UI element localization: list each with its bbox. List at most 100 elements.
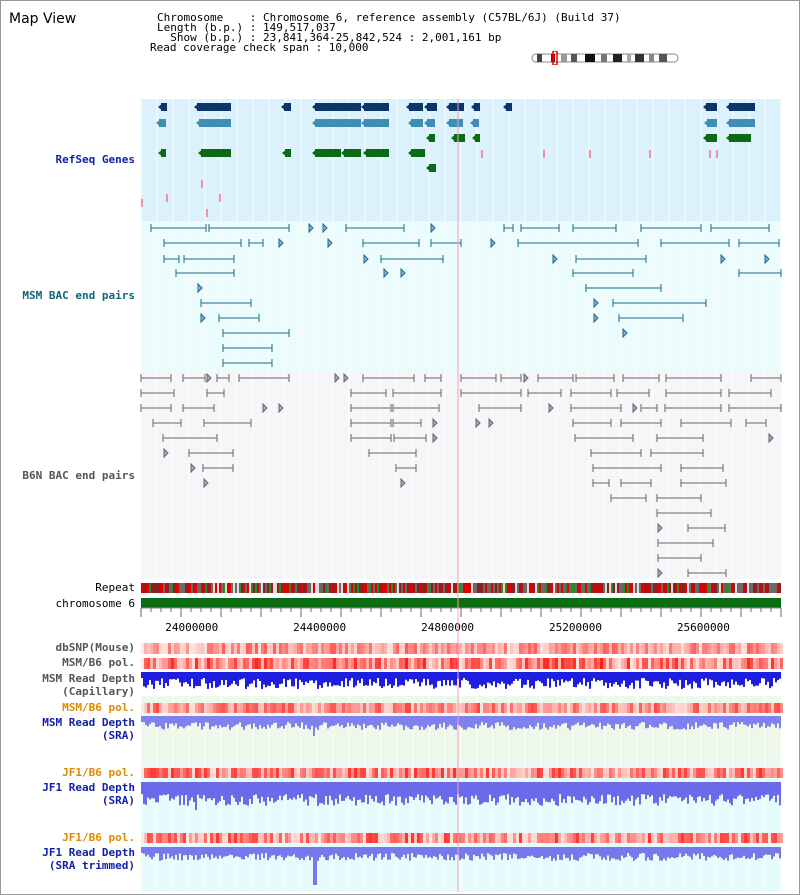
read-depth-bar — [259, 847, 261, 861]
read-depth-bar — [397, 847, 399, 858]
read-depth-bar — [747, 782, 749, 799]
polymorphism-cell — [699, 658, 702, 669]
polymorphism-cell — [375, 768, 378, 778]
polymorphism-cell — [549, 703, 552, 713]
read-depth-bar — [563, 672, 565, 683]
read-depth-bar — [257, 716, 259, 730]
read-depth-bar — [523, 672, 525, 685]
polymorphism-cell — [435, 833, 438, 843]
polymorphism-cell — [285, 643, 288, 654]
polymorphism-cell — [198, 833, 201, 843]
read-depth-bar — [629, 847, 631, 856]
polymorphism-cell — [231, 658, 234, 669]
repeat-segment — [371, 583, 373, 593]
gene-arrow — [424, 119, 429, 127]
gene-block — [729, 134, 751, 142]
read-depth-bar — [709, 782, 711, 795]
read-depth-bar — [479, 672, 481, 685]
polymorphism-cell — [648, 768, 651, 778]
read-depth-bar — [667, 847, 669, 858]
polymorphism-cell — [573, 768, 576, 778]
read-depth-bar — [585, 782, 587, 800]
read-depth-bar — [453, 847, 455, 861]
repeat-segment — [439, 583, 441, 593]
polymorphism-cell — [486, 833, 489, 843]
read-depth-bar — [331, 716, 333, 726]
polymorphism-cell — [192, 833, 195, 843]
repeat-segment — [675, 583, 677, 593]
repeat-segment — [607, 583, 609, 593]
read-depth-bar — [659, 782, 661, 798]
polymorphism-cell — [648, 643, 651, 654]
read-depth-bar — [491, 672, 493, 686]
polymorphism-cell — [624, 658, 627, 669]
read-depth-bar — [617, 672, 619, 685]
polymorphism-cell — [417, 658, 420, 669]
polymorphism-cell — [561, 658, 564, 669]
read-depth-bar — [455, 847, 457, 855]
read-depth-bar — [237, 782, 239, 805]
read-depth-bar — [711, 782, 713, 804]
read-depth-bar — [199, 672, 201, 686]
gene-block — [364, 119, 389, 127]
polymorphism-cell — [345, 768, 348, 778]
polymorphism-cell — [336, 658, 339, 669]
gene-arrow — [424, 103, 429, 111]
read-depth-bar — [425, 672, 427, 686]
polymorphism-cell — [339, 643, 342, 654]
polymorphism-cell — [543, 643, 546, 654]
read-depth-bar — [653, 716, 655, 728]
polymorphism-cell — [282, 768, 285, 778]
polymorphism-cell — [675, 643, 678, 654]
polymorphism-cell — [438, 643, 441, 654]
polymorphism-cell — [141, 833, 144, 843]
read-depth-bar — [753, 782, 755, 801]
read-depth-bar — [281, 847, 283, 858]
polymorphism-cell — [387, 703, 390, 713]
read-depth-bar — [241, 782, 243, 797]
read-depth-bar — [361, 716, 363, 730]
gene-tick — [141, 199, 143, 207]
polymorphism-cell — [687, 833, 690, 843]
polymorphism-cell — [726, 703, 729, 713]
polymorphism-cell — [183, 833, 186, 843]
polymorphism-cell — [654, 833, 657, 843]
read-depth-bar — [399, 847, 401, 860]
read-depth-bar — [229, 782, 231, 805]
read-depth-bar — [707, 782, 709, 801]
read-depth-bar — [373, 716, 375, 728]
chromosome-ideogram[interactable] — [529, 51, 683, 65]
read-depth-bar — [653, 672, 655, 682]
polymorphism-cell — [762, 658, 765, 669]
polymorphism-cell — [390, 643, 393, 654]
read-depth-bar — [291, 672, 293, 687]
read-depth-bar — [743, 672, 745, 687]
gene-tick — [206, 209, 208, 217]
read-depth-bar — [643, 847, 645, 854]
read-depth-bar — [429, 847, 431, 857]
polymorphism-cell — [651, 658, 654, 669]
polymorphism-cell — [429, 833, 432, 843]
read-depth-bar — [497, 672, 499, 683]
polymorphism-cell — [768, 703, 771, 713]
polymorphism-cell — [588, 658, 591, 669]
polymorphism-cell — [429, 658, 432, 669]
polymorphism-cell — [414, 643, 417, 654]
polymorphism-cell — [552, 658, 555, 669]
read-depth-bar — [543, 672, 545, 687]
read-depth-bar — [767, 672, 769, 682]
polymorphism-cell — [405, 658, 408, 669]
polymorphism-cell — [471, 658, 474, 669]
polymorphism-cell — [543, 833, 546, 843]
read-depth-bar — [435, 847, 437, 858]
read-depth-bar — [609, 847, 611, 861]
read-depth-bar — [613, 716, 615, 730]
read-depth-bar — [505, 847, 507, 854]
polymorphism-cell — [342, 768, 345, 778]
read-depth-bar — [771, 782, 773, 799]
read-depth-bar — [215, 782, 217, 806]
polymorphism-cell — [522, 643, 525, 654]
repeat-segment — [387, 583, 389, 593]
polymorphism-cell — [513, 703, 516, 713]
